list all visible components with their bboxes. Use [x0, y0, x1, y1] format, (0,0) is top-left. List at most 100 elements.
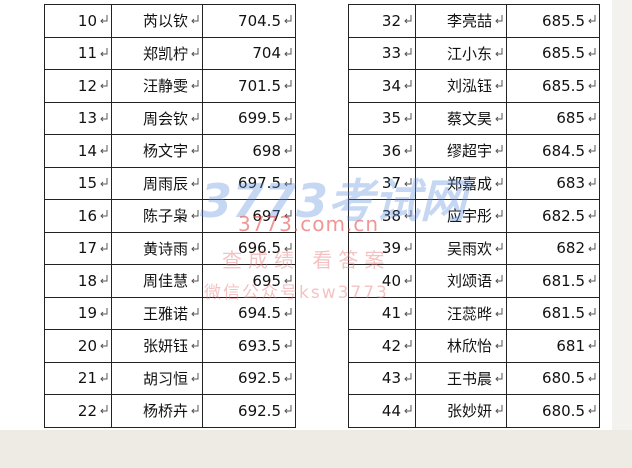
score-cell: 684.5 — [506, 134, 600, 168]
rank: 22 — [77, 401, 97, 420]
score: 692.5 — [238, 401, 281, 420]
name-cell: 杨桥卉 — [111, 394, 203, 428]
name: 应宇彤 — [446, 207, 492, 226]
return-mark — [284, 15, 292, 24]
rank-cell: 34 — [348, 69, 416, 103]
return-mark — [588, 242, 596, 251]
rank: 17 — [77, 239, 97, 258]
return-mark — [191, 372, 199, 381]
score: 681.5 — [542, 271, 585, 290]
name-cell: 张妙妍 — [415, 394, 507, 428]
rank-cell: 36 — [348, 134, 416, 168]
score: 680.5 — [542, 369, 585, 388]
table-row: 22 杨桥卉 692.5 — [44, 394, 296, 428]
return-mark — [404, 47, 412, 56]
name: 吴雨欢 — [446, 239, 492, 258]
rank: 18 — [77, 271, 97, 290]
rank-cell: 22 — [44, 394, 112, 428]
rank-cell: 44 — [348, 394, 416, 428]
score-table-right: 32 李亮喆 685.5 33 江小东 685.5 34 刘泓钰 685.5 35 蔡文昊 685 36… — [348, 4, 600, 428]
table-row: 10 芮以钦 704.5 — [44, 4, 296, 38]
rank: 39 — [381, 239, 401, 258]
return-mark — [404, 405, 412, 414]
score-cell: 682 — [506, 231, 600, 265]
score-cell: 680.5 — [506, 361, 600, 395]
score: 682 — [556, 239, 585, 258]
table-row: 40 刘颂语 681.5 — [348, 264, 600, 298]
name: 张妍钰 — [142, 337, 188, 356]
score: 698 — [252, 141, 281, 160]
return-mark — [404, 177, 412, 186]
return-mark — [495, 47, 503, 56]
return-mark — [404, 242, 412, 251]
return-mark — [191, 80, 199, 89]
name: 黄诗雨 — [142, 239, 188, 258]
return-mark — [284, 405, 292, 414]
table-row: 15 周雨辰 697.5 — [44, 166, 296, 200]
rank-cell: 32 — [348, 4, 416, 38]
score-cell: 701.5 — [202, 69, 296, 103]
name-cell: 汪静雯 — [111, 69, 203, 103]
return-mark — [284, 47, 292, 56]
return-mark — [284, 275, 292, 284]
return-mark — [284, 307, 292, 316]
return-mark — [284, 80, 292, 89]
rank-cell: 15 — [44, 166, 112, 200]
rank: 13 — [77, 109, 97, 128]
score: 693.5 — [238, 336, 281, 355]
name: 王书晨 — [446, 369, 492, 388]
name-cell: 林欣怡 — [415, 329, 507, 363]
table-row: 14 杨文宇 698 — [44, 134, 296, 168]
score: 685.5 — [542, 44, 585, 63]
return-mark — [495, 372, 503, 381]
name: 杨文宇 — [142, 142, 188, 161]
name-cell: 周佳慧 — [111, 264, 203, 298]
return-mark — [191, 340, 199, 349]
score-cell: 704.5 — [202, 4, 296, 38]
name-cell: 胡习恒 — [111, 361, 203, 395]
name: 林欣怡 — [446, 337, 492, 356]
table-row: 37 郑嘉成 683 — [348, 166, 600, 200]
return-mark — [495, 15, 503, 24]
score: 694.5 — [238, 304, 281, 323]
score-cell: 683 — [506, 166, 600, 200]
return-mark — [191, 112, 199, 121]
name-cell: 李亮喆 — [415, 4, 507, 38]
name-cell: 芮以钦 — [111, 4, 203, 38]
rank-cell: 17 — [44, 231, 112, 265]
watermark-url: 3773.com.cn — [238, 212, 379, 236]
paper-edge — [0, 430, 632, 468]
return-mark — [588, 340, 596, 349]
return-mark — [284, 340, 292, 349]
paper-edge — [612, 0, 632, 430]
rank: 38 — [381, 206, 401, 225]
return-mark — [191, 210, 199, 219]
rank-cell: 11 — [44, 36, 112, 70]
rank: 41 — [381, 304, 401, 323]
table-row: 32 李亮喆 685.5 — [348, 4, 600, 38]
rank-cell: 43 — [348, 361, 416, 395]
score: 685 — [556, 109, 585, 128]
return-mark — [100, 340, 108, 349]
return-mark — [588, 15, 596, 24]
name-cell: 吴雨欢 — [415, 231, 507, 265]
return-mark — [100, 242, 108, 251]
table-row: 38 应宇彤 682.5 — [348, 199, 600, 233]
return-mark — [495, 307, 503, 316]
name: 周雨辰 — [142, 174, 188, 193]
return-mark — [404, 210, 412, 219]
name: 张妙妍 — [446, 402, 492, 421]
return-mark — [588, 405, 596, 414]
rank: 14 — [77, 141, 97, 160]
return-mark — [588, 307, 596, 316]
score: 683 — [556, 174, 585, 193]
rank-cell: 38 — [348, 199, 416, 233]
table-row: 41 汪蕊晔 681.5 — [348, 296, 600, 330]
score-cell: 696.5 — [202, 231, 296, 265]
rank: 21 — [77, 369, 97, 388]
return-mark — [191, 405, 199, 414]
table-row: 42 林欣怡 681 — [348, 329, 600, 363]
rank: 43 — [381, 369, 401, 388]
score: 684.5 — [542, 141, 585, 160]
